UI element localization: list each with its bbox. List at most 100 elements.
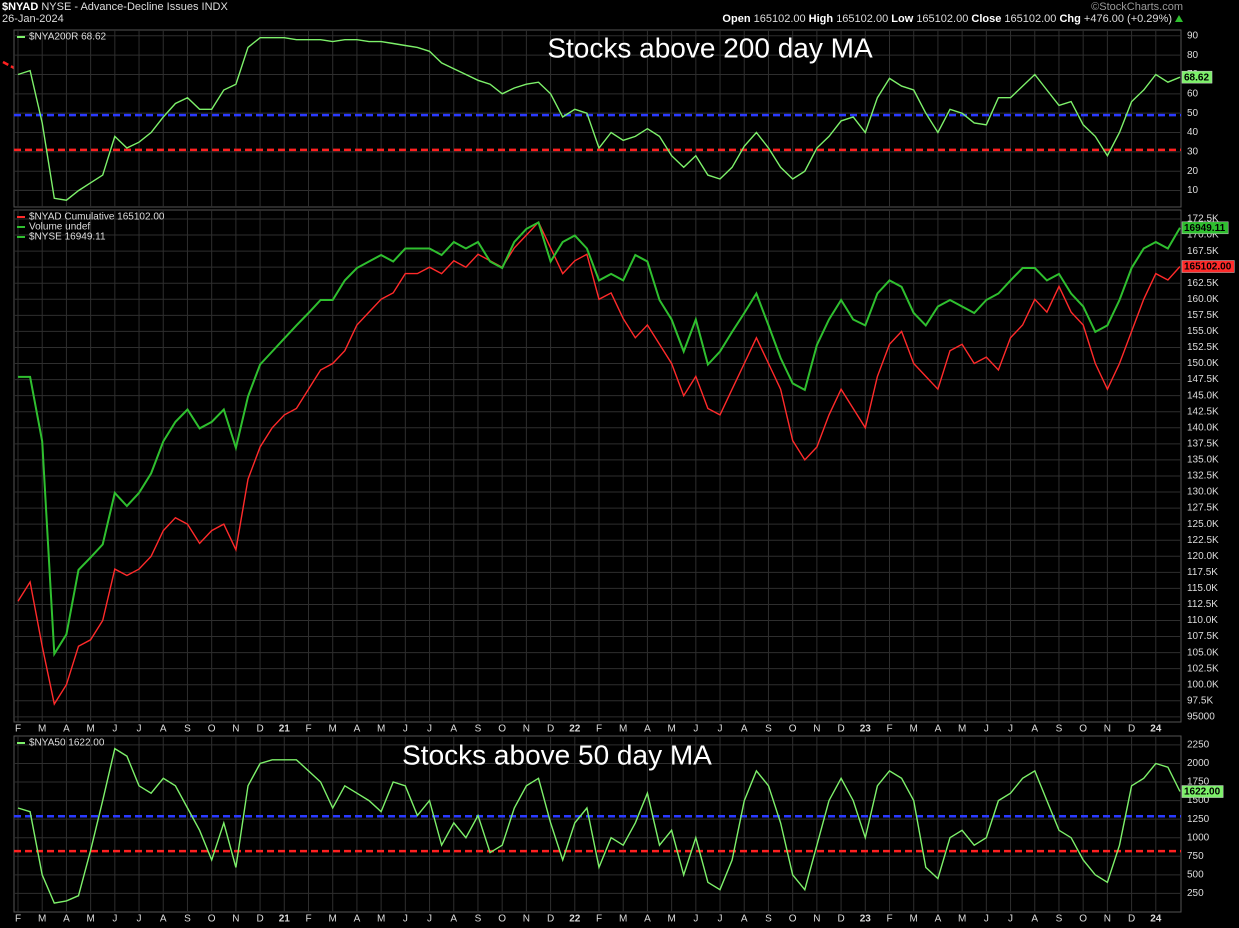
x-tick-label: F	[305, 914, 311, 925]
x-tick-label: M	[329, 724, 337, 735]
header-right: ©StockCharts.com Open 165102.00 High 165…	[722, 1, 1183, 25]
legend-marker	[17, 742, 25, 744]
value-label: 16949.11	[1184, 223, 1226, 234]
y-tick-label: 1500	[1187, 795, 1210, 806]
panel-frame	[13, 209, 1182, 723]
x-tick-label: O	[1079, 724, 1087, 735]
x-tick-label: F	[596, 914, 602, 925]
symbol: $NYAD	[2, 1, 39, 13]
x-tick-label: A	[741, 724, 748, 735]
x-tick-label: D	[1128, 724, 1135, 735]
y-tick-label: 127.5K	[1187, 503, 1219, 514]
x-tick-label: J	[718, 724, 723, 735]
x-tick-label: M	[958, 914, 966, 925]
annotation: Stocks above 200 day MA	[547, 32, 873, 63]
y-tick-label: 112.5K	[1187, 599, 1218, 610]
x-tick-label: J	[403, 914, 408, 925]
x-tick-label: M	[329, 914, 337, 925]
y-tick-label: 160.0K	[1187, 294, 1219, 305]
x-tick-label: N	[232, 724, 239, 735]
x-tick-label: S	[475, 914, 482, 925]
x-tick-label: A	[63, 724, 70, 735]
series-line	[17, 220, 1181, 706]
y-tick-label: 107.5K	[1187, 631, 1219, 642]
x-tick-label: J	[693, 724, 698, 735]
y-tick-label: 140.0K	[1187, 422, 1219, 433]
value-label: 68.62	[1184, 72, 1209, 83]
y-tick-label: 145.0K	[1187, 390, 1219, 401]
x-tick-label: O	[208, 724, 216, 735]
y-tick-label: 97.5K	[1187, 695, 1213, 706]
x-tick-label: O	[1079, 914, 1087, 925]
x-tick-label: F	[886, 914, 892, 925]
x-tick-label: D	[837, 914, 844, 925]
x-tick-label: J	[1008, 914, 1013, 925]
value-badge	[1181, 70, 1213, 84]
x-tick-label: M	[667, 914, 675, 925]
value-label: 1622.00	[1184, 787, 1221, 798]
legend-label: $NYAD Cumulative 165102.00	[29, 212, 165, 223]
x-tick-label: S	[184, 724, 191, 735]
x-tick-label: F	[886, 724, 892, 735]
quote-value: 165102.00	[1004, 13, 1057, 25]
value-label: 165102.00	[1184, 262, 1232, 273]
x-tick-label: S	[475, 724, 482, 735]
x-tick-label: A	[63, 914, 70, 925]
x-tick-label: A	[644, 914, 651, 925]
legend-label: $NYA200R 68.62	[29, 32, 107, 43]
x-tick-label: A	[644, 724, 651, 735]
x-tick-label: M	[86, 724, 94, 735]
x-tick-label: D	[256, 724, 263, 735]
y-tick-label: 50	[1187, 108, 1199, 119]
x-tick-label: D	[837, 724, 844, 735]
x-tick-label: 23	[860, 914, 872, 925]
x-tick-label: J	[693, 914, 698, 925]
x-tick-label: N	[1104, 724, 1111, 735]
y-tick-label: 40	[1187, 127, 1199, 138]
x-tick-label: S	[765, 724, 772, 735]
x-tick-label: A	[450, 724, 457, 735]
y-tick-label: 155.0K	[1187, 326, 1219, 337]
x-tick-label: M	[377, 724, 385, 735]
series-line	[18, 220, 1181, 658]
x-tick-label: 23	[860, 724, 872, 735]
x-tick-label: 24	[1150, 724, 1162, 735]
x-tick-label: J	[427, 724, 432, 735]
y-tick-label: 172.5K	[1187, 214, 1219, 225]
y-tick-label: 110.0K	[1187, 615, 1218, 626]
x-tick-label: O	[498, 724, 506, 735]
x-tick-label: O	[498, 914, 506, 925]
y-tick-label: 20	[1187, 166, 1199, 177]
annotation: Stocks above 50 day MA	[402, 739, 712, 770]
x-tick-label: J	[137, 724, 142, 735]
exchange: INDX	[201, 1, 228, 13]
y-tick-label: 1750	[1187, 777, 1210, 788]
source: ©StockCharts.com	[1091, 1, 1183, 13]
x-tick-label: 21	[279, 914, 291, 925]
x-tick-label: A	[354, 724, 361, 735]
legend-label: $NYA50 1622.00	[29, 738, 105, 749]
y-tick-label: 95000	[1187, 712, 1215, 723]
legend-marker	[17, 226, 25, 228]
x-tick-label: S	[765, 914, 772, 925]
x-tick-label: D	[547, 914, 554, 925]
y-tick-label: 135.0K	[1187, 455, 1219, 466]
x-tick-label: J	[984, 724, 989, 735]
x-tick-label: N	[1104, 914, 1111, 925]
x-tick-label: N	[813, 724, 820, 735]
x-tick-label: A	[160, 914, 167, 925]
x-tick-label: O	[789, 724, 797, 735]
y-tick-label: 1250	[1187, 814, 1210, 825]
y-tick-label: 130.0K	[1187, 487, 1219, 498]
y-tick-label: 90	[1187, 30, 1199, 41]
y-tick-label: 102.5K	[1187, 663, 1219, 674]
y-tick-label: 157.5K	[1187, 310, 1219, 321]
value-badge	[1181, 260, 1235, 273]
x-tick-label: M	[619, 914, 627, 925]
x-tick-label: O	[208, 914, 216, 925]
y-tick-label: 80	[1187, 50, 1199, 61]
x-tick-label: D	[1128, 914, 1135, 925]
x-tick-label: 24	[1150, 914, 1162, 925]
x-tick-label: J	[1008, 724, 1013, 735]
